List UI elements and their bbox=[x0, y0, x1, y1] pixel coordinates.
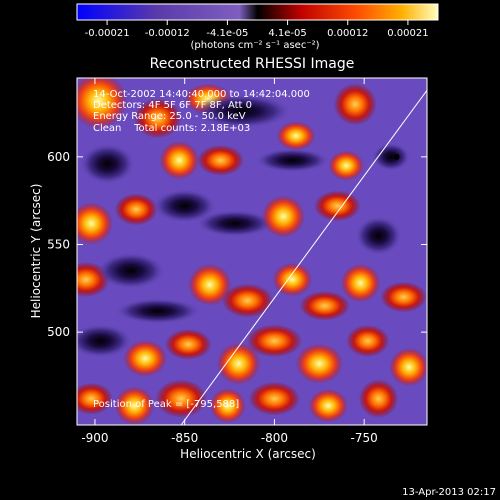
colorbar-tick-label: -0.00012 bbox=[145, 28, 190, 39]
heatmap-blob bbox=[164, 329, 212, 360]
heatmap-blob bbox=[217, 342, 261, 385]
heatmap-blob bbox=[191, 93, 293, 129]
heatmap-blob bbox=[358, 379, 399, 418]
y-axis-label: Heliocentric Y (arcsec) bbox=[29, 184, 43, 319]
annotation-detectors: Detectors: 4F 5F 6F 7F 8F, Att 0 bbox=[93, 100, 252, 111]
x-axis-label: Heliocentric X (arcsec) bbox=[180, 447, 316, 461]
heatmap-blob bbox=[261, 195, 305, 238]
heatmap-area bbox=[77, 78, 427, 425]
colorbar-ticks: -0.00021 -0.00012 -4.1e-05 4.1e-05 0.00012 0.… bbox=[85, 20, 429, 39]
heatmap-blob bbox=[197, 144, 244, 176]
heatmap-blob bbox=[95, 252, 166, 290]
heatmap-blob bbox=[152, 188, 217, 224]
heatmap-blob bbox=[380, 281, 427, 313]
heatmap-blob bbox=[159, 141, 200, 180]
x-tick-label: -850 bbox=[171, 431, 198, 445]
plot-frame bbox=[76, 77, 428, 426]
heatmap-blob bbox=[308, 389, 349, 423]
limb-line bbox=[180, 89, 427, 425]
heatmap-blob bbox=[195, 209, 275, 238]
heatmap-blobs bbox=[77, 78, 427, 425]
heatmap-blob bbox=[340, 263, 381, 303]
heatmap-blob bbox=[209, 388, 246, 424]
annotation-time-range: 14-Oct-2002 14:40:40.000 to 14:42:04.000 bbox=[93, 89, 310, 100]
colorbar-gradient bbox=[76, 3, 439, 21]
annotation-method: Clean Total counts: 2.18E+03 bbox=[93, 123, 250, 134]
heatmap-blob bbox=[114, 298, 202, 325]
chart-title: Reconstructed RHESSI Image bbox=[150, 56, 355, 72]
colorbar: -0.00021 -0.00012 -4.1e-05 4.1e-05 0.00012 0.… bbox=[76, 3, 439, 51]
colorbar-tick-label: -0.00021 bbox=[85, 28, 130, 39]
heatmap-blob bbox=[272, 262, 313, 297]
x-tick-label: -750 bbox=[351, 431, 378, 445]
heatmap-blob bbox=[79, 143, 136, 185]
y-tick-label: 500 bbox=[47, 325, 70, 339]
heatmap-blob bbox=[77, 202, 113, 245]
heatmap-blob bbox=[248, 381, 301, 416]
heatmap-blob bbox=[134, 98, 182, 139]
heatmap-blob bbox=[123, 340, 167, 377]
colorbar-tick-label: 0.00012 bbox=[327, 28, 368, 39]
heatmap-blob bbox=[188, 263, 232, 306]
colorbar-units: (photons cm⁻² s⁻¹ asec⁻²) bbox=[190, 40, 319, 51]
annotation-energy: Energy Range: 25.0 - 50.0 keV bbox=[93, 111, 246, 122]
annotation-peak: Position of Peak = [-795,588] bbox=[93, 399, 239, 410]
y-tick-label: 550 bbox=[47, 237, 70, 251]
date-stamp: 13-Apr-2013 02:17 bbox=[402, 487, 496, 498]
annotations: 14-Oct-2002 14:40:40.000 to 14:42:04.000… bbox=[93, 89, 310, 410]
heatmap-blob bbox=[155, 379, 207, 418]
colorbar-tick-label: 0.00021 bbox=[387, 28, 428, 39]
heatmap-blob bbox=[328, 150, 364, 181]
colorbar-tick-label: -4.1e-05 bbox=[206, 28, 248, 39]
heatmap-blob bbox=[114, 386, 155, 425]
heatmap-blob bbox=[276, 121, 316, 151]
y-tick-label: 600 bbox=[47, 150, 70, 164]
heatmap-blob bbox=[389, 347, 427, 387]
heatmap-blob bbox=[246, 324, 303, 358]
heatmap-blob bbox=[371, 142, 411, 172]
heatmap-blob bbox=[77, 323, 133, 359]
colorbar-tick-label: 4.1e-05 bbox=[268, 28, 306, 39]
heatmap-blob bbox=[114, 193, 158, 226]
x-tick-label: -900 bbox=[81, 431, 108, 445]
heatmap-blob bbox=[295, 343, 343, 384]
heatmap-blob bbox=[313, 190, 361, 222]
heatmap-blob bbox=[77, 382, 113, 415]
heatmap-blob bbox=[299, 291, 350, 321]
heatmap-blob bbox=[77, 78, 128, 129]
heatmap-blob bbox=[221, 283, 274, 318]
x-tick-label: -800 bbox=[261, 431, 288, 445]
heatmap-blob bbox=[346, 324, 390, 357]
heatmap-blob bbox=[254, 148, 331, 173]
axis-ticks: -900 -850 -800 -750 500 550 600 bbox=[47, 78, 427, 445]
heatmap-blob bbox=[354, 215, 403, 256]
peak-marker bbox=[393, 153, 400, 160]
heatmap-blob bbox=[333, 83, 377, 126]
